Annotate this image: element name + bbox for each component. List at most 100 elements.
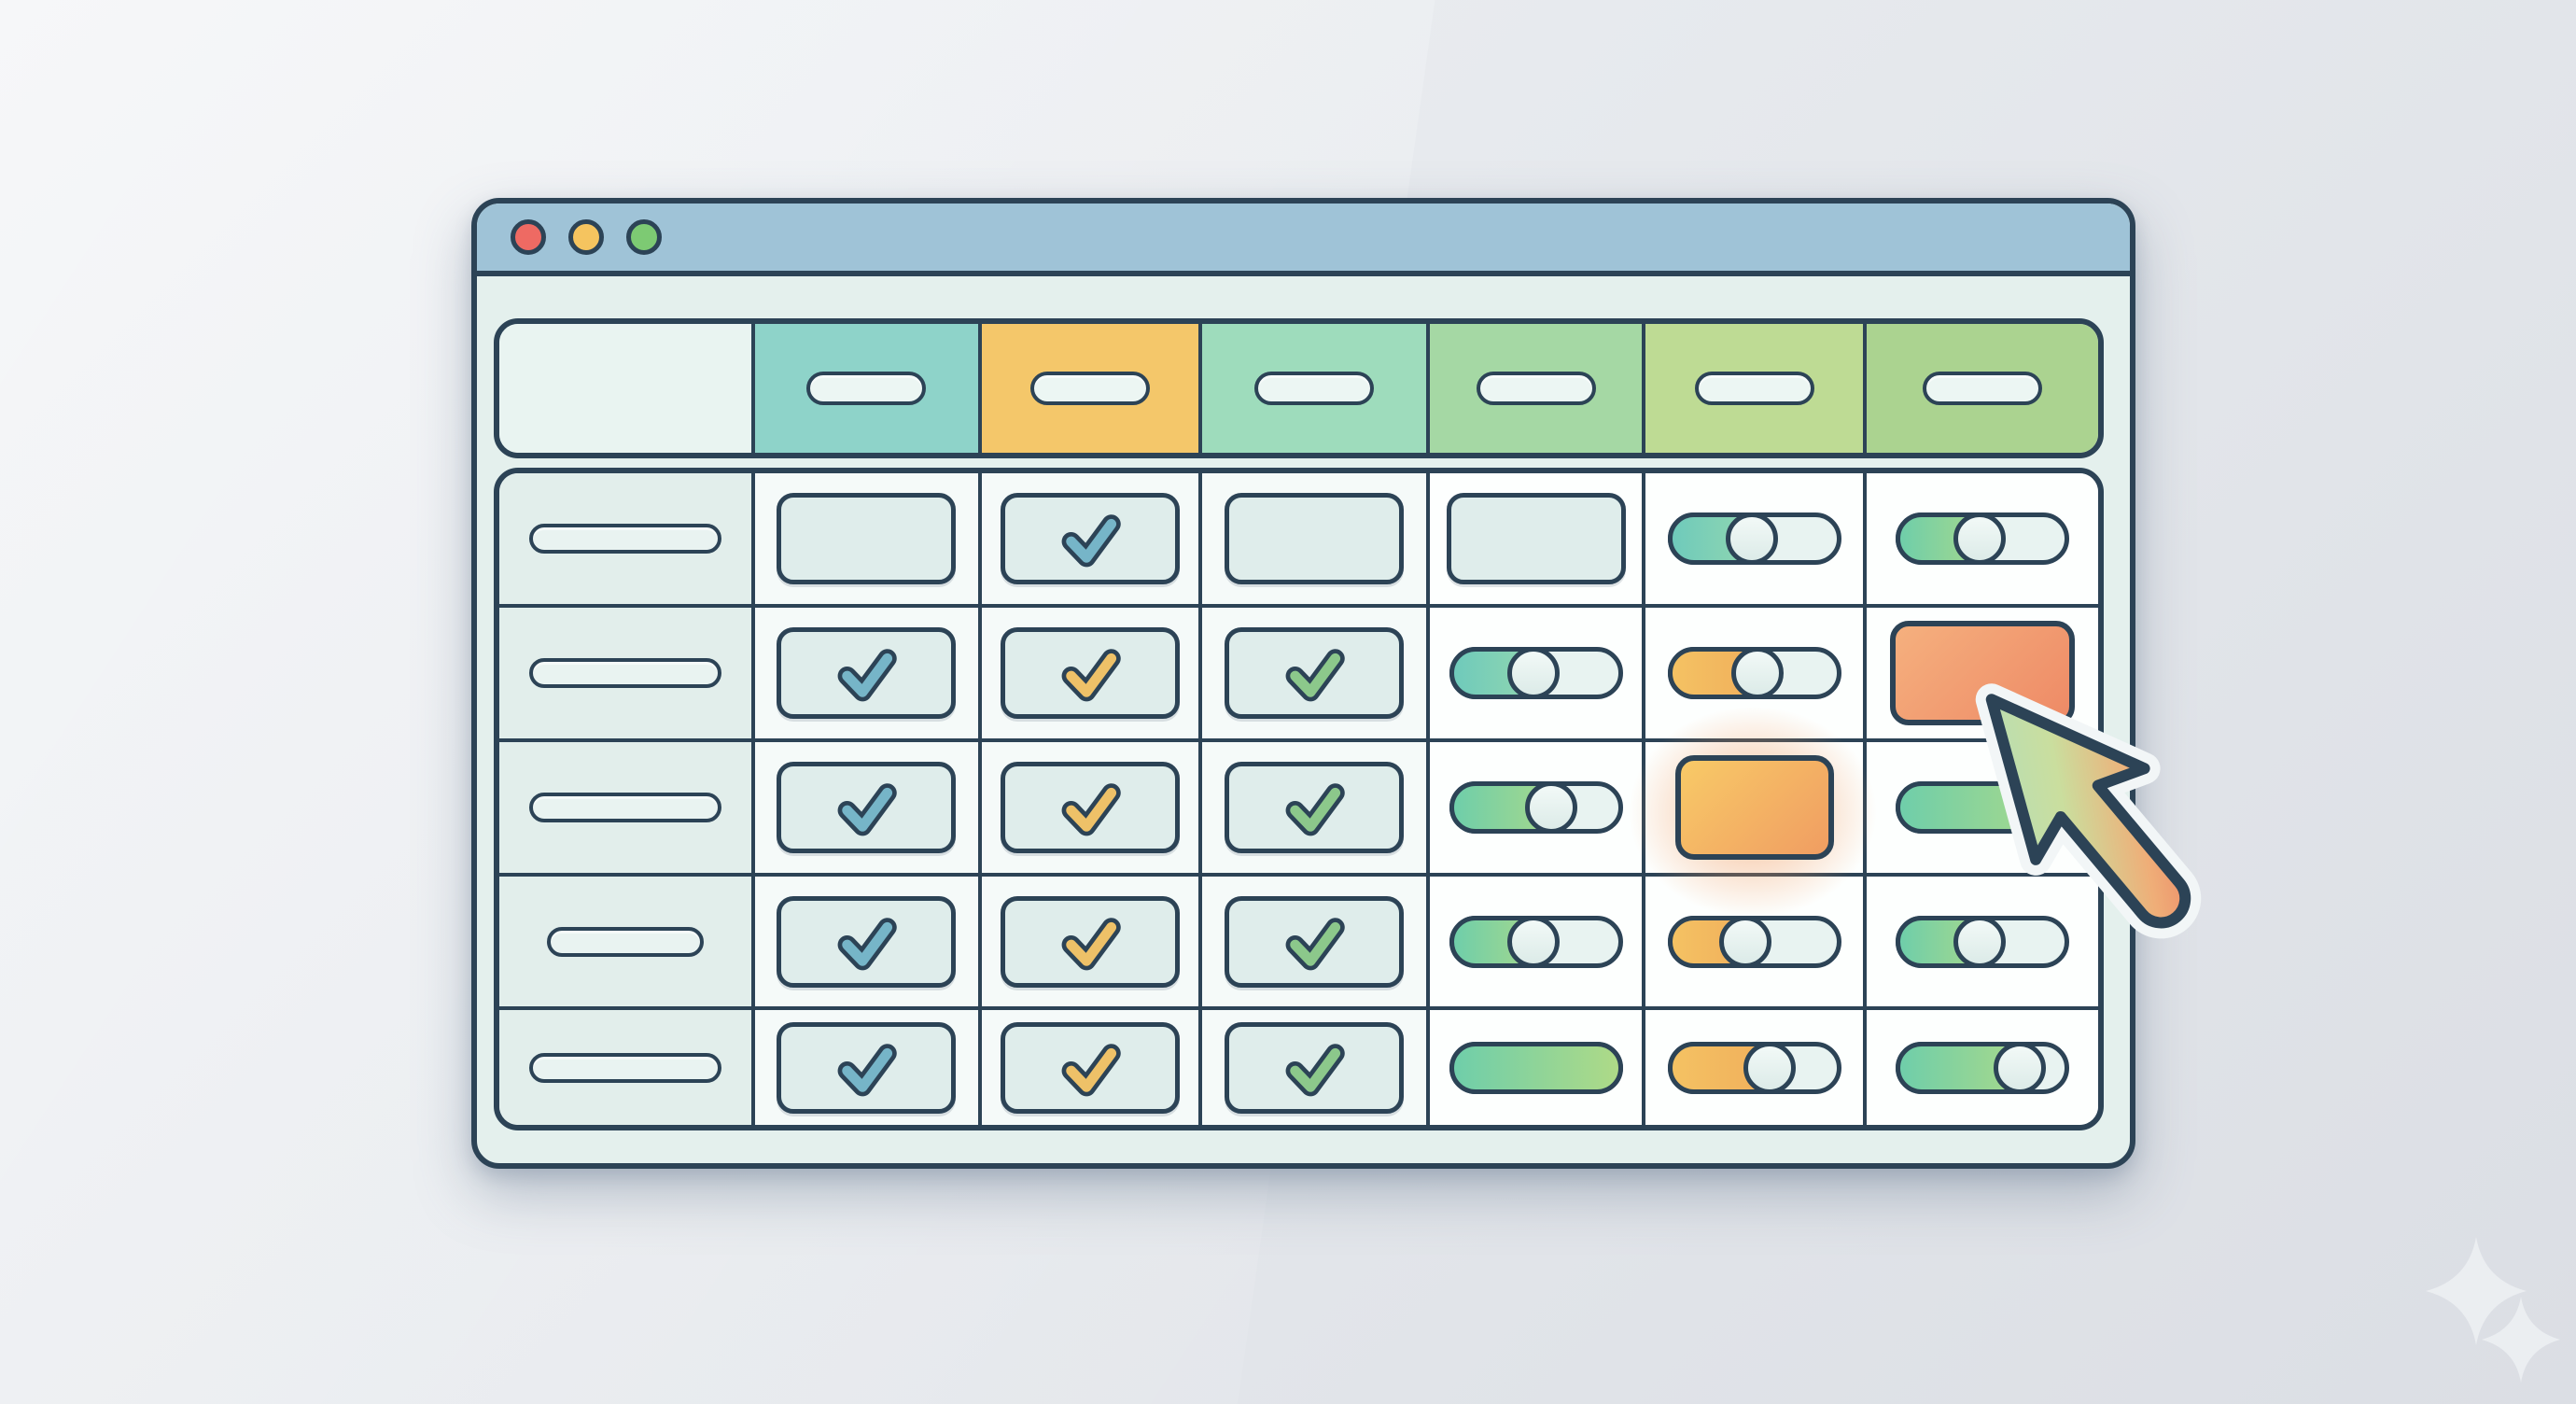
cell-r1-c1 bbox=[499, 473, 755, 608]
cursor-arrow-icon bbox=[1975, 683, 2202, 939]
row-label-placeholder bbox=[528, 793, 721, 822]
app-window bbox=[471, 198, 2135, 1169]
checkbox-checked[interactable] bbox=[1224, 627, 1404, 719]
toggle-knob bbox=[1730, 647, 1784, 699]
header-label-placeholder bbox=[1029, 372, 1150, 405]
checkbox-checked[interactable] bbox=[1224, 895, 1404, 988]
row-label-placeholder bbox=[528, 658, 721, 688]
cell-r1-c2 bbox=[754, 473, 983, 608]
window-content bbox=[477, 276, 2130, 1130]
cell-r5-c4 bbox=[1201, 1010, 1431, 1125]
cell-r5-c6 bbox=[1645, 1010, 1868, 1125]
maximize-button[interactable] bbox=[626, 219, 662, 255]
cell-r1-c7 bbox=[1867, 473, 2098, 608]
cell-r1-c4 bbox=[1201, 473, 1431, 608]
progress-toggle[interactable] bbox=[1667, 1041, 1841, 1094]
header-label-placeholder bbox=[1694, 372, 1814, 405]
cell-r3-c2 bbox=[754, 742, 983, 877]
cell-r4-c3 bbox=[982, 877, 1202, 1010]
checkbox-checked[interactable] bbox=[1000, 627, 1180, 719]
toggle-knob bbox=[1994, 1041, 2047, 1094]
minimize-button[interactable] bbox=[568, 219, 604, 255]
checkbox-unchecked[interactable] bbox=[1224, 493, 1404, 584]
window-titlebar bbox=[477, 204, 2130, 276]
checkbox-checked[interactable] bbox=[1000, 895, 1180, 988]
row-label-placeholder bbox=[528, 524, 721, 554]
header-cell-column-1[interactable] bbox=[754, 324, 983, 453]
progress-toggle[interactable] bbox=[1449, 915, 1623, 968]
header-cell-column-6[interactable] bbox=[1867, 324, 2098, 453]
toggle-knob bbox=[1953, 512, 2007, 565]
cell-r4-c1 bbox=[499, 877, 755, 1010]
header-label-placeholder bbox=[1923, 372, 2043, 405]
cell-r5-c5 bbox=[1430, 1010, 1645, 1125]
highlighted-cell[interactable] bbox=[1674, 755, 1834, 860]
toggle-knob bbox=[1953, 915, 2007, 968]
cell-r3-c6 bbox=[1593, 677, 1911, 948]
cell-r2-c3 bbox=[982, 608, 1202, 742]
header-label-placeholder bbox=[806, 372, 927, 405]
checkbox-checked[interactable] bbox=[777, 1021, 957, 1114]
checkbox-checked[interactable] bbox=[1000, 1021, 1180, 1114]
table-body bbox=[494, 468, 2104, 1130]
checkbox-checked[interactable] bbox=[1000, 493, 1180, 584]
cell-r5-c3 bbox=[982, 1010, 1202, 1125]
toggle-knob bbox=[1506, 915, 1560, 968]
table-header-row bbox=[494, 318, 2104, 458]
toggle-knob bbox=[1725, 512, 1778, 565]
cell-r3-c4 bbox=[1201, 742, 1431, 877]
progress-toggle[interactable] bbox=[1449, 647, 1623, 699]
cell-r1-c6 bbox=[1645, 473, 1868, 608]
checkbox-checked[interactable] bbox=[777, 895, 957, 988]
row-label-placeholder bbox=[528, 1052, 721, 1083]
progress-toggle[interactable] bbox=[1449, 781, 1623, 834]
cell-r4-c4 bbox=[1201, 877, 1431, 1010]
cell-r5-c2 bbox=[754, 1010, 983, 1125]
progress-toggle[interactable] bbox=[1667, 647, 1841, 699]
cell-r1-c3 bbox=[982, 473, 1202, 608]
header-cell-column-3[interactable] bbox=[1201, 324, 1431, 453]
row-label-placeholder bbox=[546, 926, 704, 957]
cell-r2-c6 bbox=[1645, 608, 1868, 742]
close-button[interactable] bbox=[511, 219, 546, 255]
cell-r1-c5 bbox=[1430, 473, 1645, 608]
progress-toggle[interactable] bbox=[1896, 1041, 2070, 1094]
sparkle-watermark-icon bbox=[2426, 1237, 2560, 1383]
toggle-fill bbox=[1449, 1041, 1623, 1094]
header-cell-column-4[interactable] bbox=[1430, 324, 1645, 453]
cell-r2-c2 bbox=[754, 608, 983, 742]
checkbox-checked[interactable] bbox=[1224, 1021, 1404, 1114]
cell-r4-c6 bbox=[1645, 877, 1868, 1010]
checkbox-unchecked[interactable] bbox=[1446, 493, 1626, 584]
header-cell-row-label-column[interactable] bbox=[499, 324, 755, 453]
progress-toggle[interactable] bbox=[1667, 915, 1841, 968]
cell-r5-c1 bbox=[499, 1010, 755, 1125]
header-label-placeholder bbox=[1253, 372, 1374, 405]
progress-toggle[interactable] bbox=[1896, 915, 2070, 968]
progress-toggle[interactable] bbox=[1449, 1041, 1623, 1094]
header-cell-column-5[interactable] bbox=[1645, 324, 1868, 453]
checkbox-checked[interactable] bbox=[1224, 762, 1404, 853]
cell-r4-c2 bbox=[754, 877, 983, 1010]
progress-toggle[interactable] bbox=[1667, 512, 1841, 565]
toggle-knob bbox=[1506, 647, 1560, 699]
cell-r3-c1 bbox=[499, 742, 755, 877]
header-label-placeholder bbox=[1476, 372, 1596, 405]
toggle-knob bbox=[1743, 1041, 1796, 1094]
toggle-knob bbox=[1718, 915, 1771, 968]
progress-toggle[interactable] bbox=[1896, 512, 2070, 565]
cell-r3-c5 bbox=[1430, 742, 1645, 877]
checkbox-checked[interactable] bbox=[777, 762, 957, 853]
cell-r2-c1 bbox=[499, 608, 755, 742]
header-cell-column-2[interactable] bbox=[982, 324, 1202, 453]
cell-r2-c4 bbox=[1201, 608, 1431, 742]
checkbox-checked[interactable] bbox=[777, 627, 957, 719]
cell-r2-c5 bbox=[1430, 608, 1645, 742]
toggle-knob bbox=[1524, 781, 1577, 834]
cell-r4-c5 bbox=[1430, 877, 1645, 1010]
cell-r5-c7 bbox=[1867, 1010, 2098, 1125]
checkbox-checked[interactable] bbox=[1000, 762, 1180, 853]
checkbox-unchecked[interactable] bbox=[777, 493, 957, 584]
cell-r3-c3 bbox=[982, 742, 1202, 877]
